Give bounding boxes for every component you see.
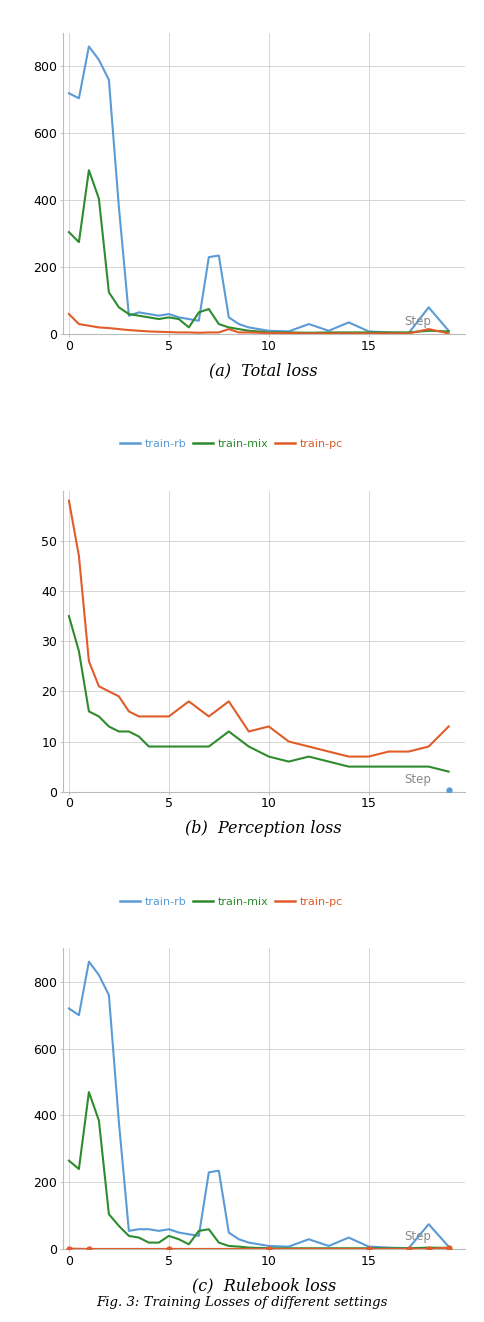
X-axis label: (c)  Rulebook loss: (c) Rulebook loss bbox=[192, 1277, 336, 1294]
X-axis label: (b)  Perception loss: (b) Perception loss bbox=[185, 820, 342, 837]
Legend: train-rb, train-mix, train-pc: train-rb, train-mix, train-pc bbox=[121, 896, 343, 907]
Text: Step: Step bbox=[405, 315, 432, 328]
Text: Step: Step bbox=[405, 772, 432, 785]
X-axis label: (a)  Total loss: (a) Total loss bbox=[210, 362, 318, 379]
Text: Step: Step bbox=[405, 1231, 432, 1243]
Legend: train-rb, train-mix, train-pc: train-rb, train-mix, train-pc bbox=[121, 439, 343, 449]
Text: Fig. 3: Training Losses of different settings: Fig. 3: Training Losses of different set… bbox=[96, 1296, 388, 1309]
